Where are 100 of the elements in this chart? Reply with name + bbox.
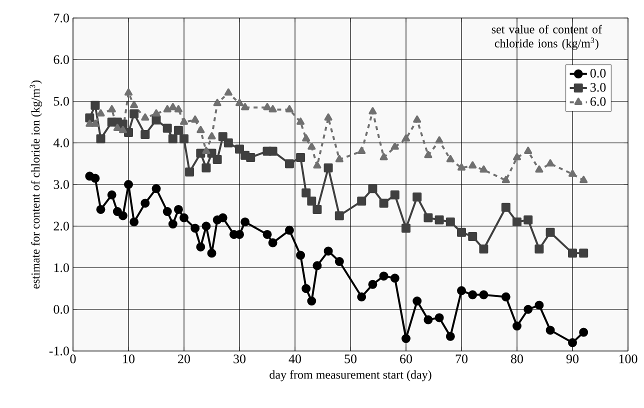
point (546, 228, 555, 237)
point (379, 272, 388, 281)
x-tick-label: 10 (123, 354, 135, 364)
point (568, 170, 577, 177)
point (91, 120, 100, 127)
x-tick-label: 20 (178, 354, 190, 364)
point (446, 332, 455, 341)
point (524, 215, 533, 224)
x-tick-label: 50 (344, 354, 357, 364)
point (96, 134, 106, 144)
point (480, 165, 488, 173)
point (390, 190, 400, 200)
point (185, 168, 194, 177)
point (284, 226, 294, 235)
point (534, 244, 544, 254)
point (246, 152, 256, 162)
point (268, 105, 277, 112)
point (307, 196, 316, 206)
point (479, 290, 488, 300)
point (512, 217, 522, 226)
point (180, 213, 189, 222)
x-axis-title: day from measurement start (day) (270, 370, 432, 382)
point (446, 155, 454, 162)
point (130, 100, 138, 108)
point (163, 105, 172, 112)
point (335, 155, 344, 162)
point (457, 286, 466, 296)
point (218, 132, 228, 142)
point (112, 207, 122, 216)
point (502, 176, 510, 184)
point (202, 222, 211, 231)
point (302, 188, 311, 198)
point (313, 161, 322, 169)
point (357, 196, 366, 206)
point (334, 211, 344, 220)
point (512, 322, 522, 331)
point (296, 152, 306, 162)
point (402, 334, 411, 344)
point (168, 102, 177, 110)
point (501, 292, 510, 302)
point (424, 150, 432, 158)
point (468, 232, 478, 242)
point (402, 224, 411, 233)
point (368, 184, 378, 194)
point (162, 124, 172, 133)
point (168, 134, 178, 144)
point (152, 184, 161, 194)
point (324, 246, 333, 256)
point (312, 204, 322, 214)
point (86, 120, 94, 127)
point (579, 328, 588, 337)
point (457, 228, 466, 237)
point (434, 313, 444, 322)
y-tick-label: 2.0 (54, 222, 69, 231)
point (324, 163, 333, 172)
point (174, 204, 183, 214)
point (580, 176, 588, 184)
point (152, 109, 160, 116)
point (358, 146, 366, 154)
point (263, 102, 272, 110)
point (524, 304, 533, 314)
point (424, 213, 433, 222)
point (434, 215, 444, 224)
point (296, 250, 306, 260)
point (413, 115, 422, 123)
point (412, 192, 422, 202)
y-tick-label: 7.0 (54, 14, 69, 22)
point (202, 163, 211, 172)
point (284, 159, 294, 168)
legend-label: 0.0 (590, 68, 606, 78)
point (390, 142, 399, 150)
point (424, 315, 433, 324)
point (130, 217, 139, 226)
point (546, 326, 555, 335)
point (124, 180, 134, 189)
point (235, 98, 244, 106)
point (268, 146, 278, 156)
point (468, 161, 477, 169)
point (118, 126, 127, 134)
point (334, 257, 344, 266)
point (534, 300, 544, 310)
point (140, 130, 150, 140)
point (90, 174, 100, 183)
point (241, 102, 250, 110)
point (90, 100, 100, 110)
point (512, 152, 522, 160)
point (207, 248, 216, 258)
y-tick-label: -1.0 (49, 346, 69, 356)
point (412, 296, 422, 306)
point (308, 142, 316, 150)
x-tick-label: 70 (456, 354, 468, 364)
point (208, 132, 216, 140)
y-axis-title: estimate for content of chloride ion (kg/m$^{3}$) (30, 80, 42, 289)
point (96, 109, 105, 116)
point (213, 98, 222, 106)
point (140, 198, 150, 208)
point (224, 88, 232, 96)
point (380, 152, 388, 160)
y-tick-label: 1.0 (54, 263, 69, 272)
point (302, 134, 310, 142)
